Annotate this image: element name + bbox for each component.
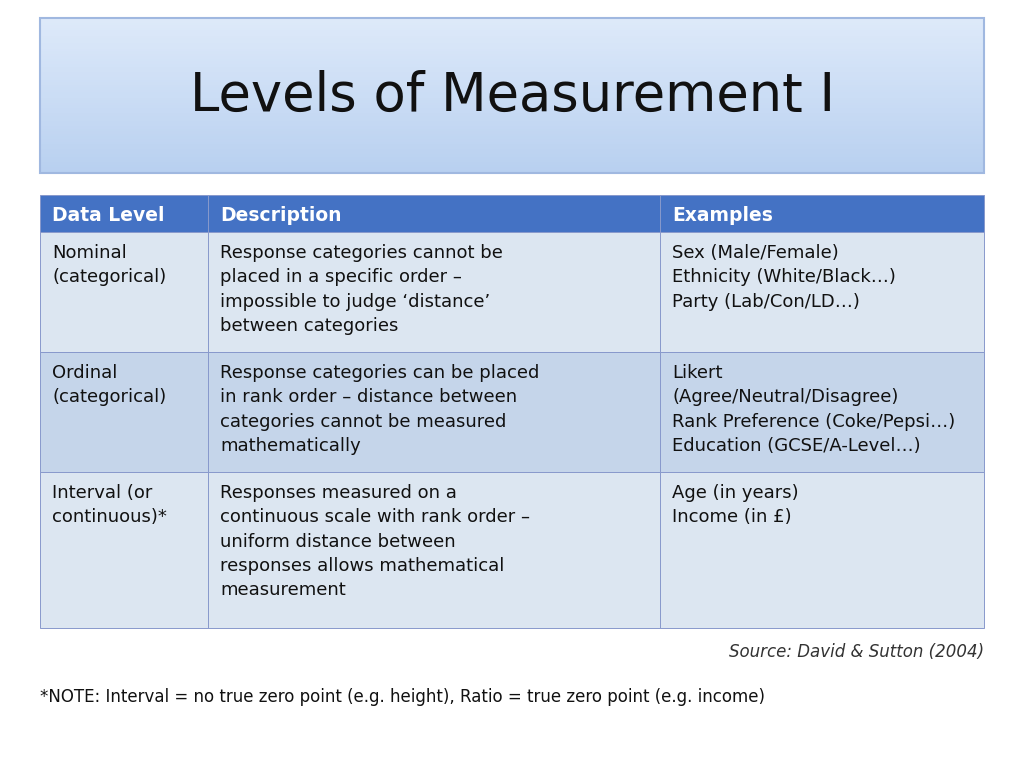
Text: Data Level: Data Level [52,206,165,225]
Bar [40,84,984,88]
Text: Likert
(Agree/Neutral/Disagree)
Rank Preference (Coke/Pepsi…)
Education (GCSE/A-: Likert (Agree/Neutral/Disagree) Rank Pre… [672,364,955,455]
Bar [40,25,984,28]
Bar [40,33,984,36]
Bar [40,137,984,140]
Bar [40,98,984,101]
Bar [40,88,984,91]
Bar [40,67,984,70]
Bar [40,134,984,137]
Bar [40,144,984,147]
Bar [40,38,984,41]
Bar [40,71,984,74]
Text: Ordinal
(categorical): Ordinal (categorical) [52,364,166,406]
Bar [660,472,984,628]
Bar [40,54,984,57]
Bar [40,59,984,62]
Bar [40,108,984,111]
Bar [40,18,984,21]
Text: Sex (Male/Female)
Ethnicity (White/Black…)
Party (Lab/Con/LD…): Sex (Male/Female) Ethnicity (White/Black… [672,244,896,310]
Bar [660,352,984,472]
Text: *NOTE: Interval = no true zero point (e.g. height), Ratio = true zero point (e.g: *NOTE: Interval = no true zero point (e.… [40,688,765,706]
Bar [40,43,984,46]
Text: Description: Description [220,206,341,225]
Bar [40,103,984,106]
Bar [40,121,984,124]
Bar [40,105,984,108]
Bar [40,51,984,55]
Bar [40,118,984,121]
Bar [40,61,984,65]
Bar [40,128,984,131]
Bar [40,64,984,67]
Bar [40,141,984,144]
Bar [40,80,984,83]
Bar [208,472,660,628]
Bar [40,167,984,170]
Bar [40,46,984,49]
Text: Examples: Examples [672,206,773,225]
Bar [40,131,984,134]
Bar [660,195,984,232]
Bar [208,195,660,232]
Bar [40,165,984,168]
Bar [40,147,984,150]
Bar [40,56,984,59]
Bar [40,90,984,93]
Bar [40,352,208,472]
Text: Response categories cannot be
placed in a specific order –
impossible to judge ‘: Response categories cannot be placed in … [220,244,503,335]
Bar [40,31,984,34]
Bar [40,74,984,78]
Bar [40,20,984,23]
Bar [660,232,984,352]
Text: Source: David & Sutton (2004): Source: David & Sutton (2004) [729,643,984,661]
Text: Responses measured on a
continuous scale with rank order –
uniform distance betw: Responses measured on a continuous scale… [220,484,530,599]
Bar [40,154,984,157]
Bar [40,92,984,95]
Bar [208,352,660,472]
Bar [40,116,984,119]
Bar [40,77,984,80]
Bar [40,232,208,352]
Bar [40,35,984,38]
Bar [40,149,984,152]
Text: Response categories can be placed
in rank order – distance between
categories ca: Response categories can be placed in ran… [220,364,540,455]
Text: Levels of Measurement I: Levels of Measurement I [189,69,835,121]
Bar [40,100,984,103]
Bar [40,170,984,173]
Text: Interval (or
continuous)*: Interval (or continuous)* [52,484,167,526]
Bar [40,82,984,85]
Bar [40,41,984,44]
Bar [208,232,660,352]
Bar [40,195,208,232]
Bar [40,126,984,129]
Bar [40,162,984,165]
Bar [40,124,984,127]
Text: Age (in years)
Income (in £): Age (in years) Income (in £) [672,484,799,526]
Bar [40,111,984,114]
Bar [40,23,984,26]
Bar [40,152,984,155]
Bar [40,157,984,160]
Bar [40,95,984,98]
Bar [40,28,984,31]
Bar [40,139,984,142]
Bar [40,18,984,173]
Text: Nominal
(categorical): Nominal (categorical) [52,244,166,286]
Bar [40,69,984,72]
Bar [40,472,208,628]
Bar [40,48,984,51]
Bar [40,113,984,116]
Bar [40,160,984,163]
